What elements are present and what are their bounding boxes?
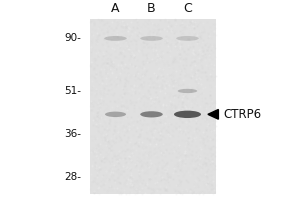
Text: C: C <box>183 2 192 15</box>
Text: CTRP6: CTRP6 <box>223 108 261 121</box>
Ellipse shape <box>176 36 199 41</box>
Ellipse shape <box>140 111 163 117</box>
Ellipse shape <box>140 36 163 41</box>
Text: 28-: 28- <box>64 172 81 182</box>
Bar <box>90 19 216 194</box>
Text: B: B <box>147 2 156 15</box>
Ellipse shape <box>178 89 197 93</box>
Text: 36-: 36- <box>64 129 81 139</box>
Text: 90-: 90- <box>64 33 81 43</box>
Polygon shape <box>208 109 218 119</box>
Text: A: A <box>111 2 120 15</box>
Text: 51-: 51- <box>64 86 81 96</box>
Ellipse shape <box>105 112 126 117</box>
Ellipse shape <box>174 111 201 118</box>
Ellipse shape <box>104 36 127 41</box>
